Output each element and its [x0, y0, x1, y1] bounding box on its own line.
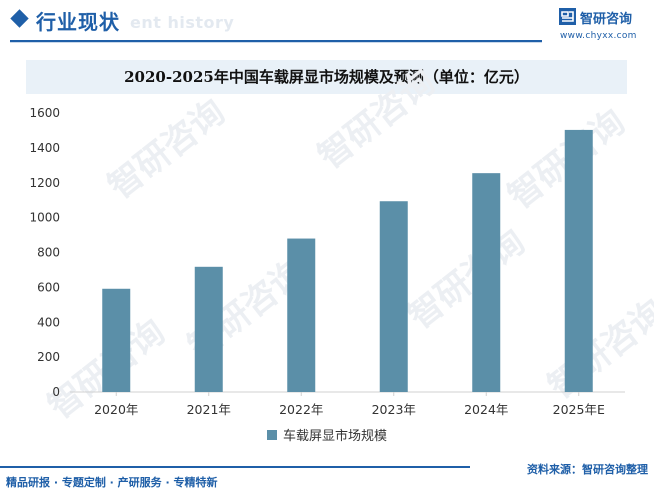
- y-tick-label: 1200: [29, 176, 60, 190]
- header: 行业现状 ent history 智研咨询 www.chyxx.com: [0, 0, 654, 50]
- x-tick-label: 2023年: [372, 402, 416, 417]
- header-divider: [10, 40, 542, 42]
- y-tick-label: 200: [37, 350, 60, 364]
- y-tick-label: 1400: [29, 141, 60, 155]
- logo-url[interactable]: www.chyxx.com: [560, 31, 637, 41]
- x-tick-label: 2024年: [464, 402, 508, 417]
- y-tick-label: 1000: [29, 211, 60, 225]
- bar: [564, 129, 593, 392]
- bar: [287, 238, 316, 392]
- logo-icon: [559, 8, 576, 25]
- chart-title-bar: 2020-2025年中国车载屏显市场规模及预测（单位：亿元）: [26, 60, 627, 94]
- legend-label: 车载屏显市场规模: [283, 428, 387, 444]
- logo-name: 智研咨询: [580, 12, 633, 27]
- chart-title: 2020-2025年中国车载屏显市场规模及预测（单位：亿元）: [124, 68, 529, 86]
- bar: [102, 288, 131, 392]
- x-tick-label: 2025年E: [553, 402, 605, 417]
- header-divider-light: [10, 42, 542, 43]
- y-tick-label: 0: [52, 385, 60, 399]
- y-tick-label: 1600: [29, 106, 60, 120]
- x-tick-label: 2022年: [279, 402, 323, 417]
- y-tick-label: 600: [37, 280, 60, 294]
- y-tick-label: 800: [37, 246, 60, 260]
- bar: [472, 173, 501, 392]
- bar: [379, 201, 408, 392]
- header-watermark-text: ent history: [130, 13, 235, 32]
- x-tick-label: 2020年: [94, 402, 138, 417]
- y-tick-label: 400: [37, 315, 60, 329]
- footer-services: 精品研报 · 专题定制 · 产研服务 · 专精特新: [6, 476, 218, 489]
- legend-swatch: [267, 430, 277, 440]
- x-tick-label: 2021年: [187, 402, 231, 417]
- footer-divider: [0, 466, 470, 468]
- bar: [194, 266, 223, 392]
- section-title: 行业现状: [36, 10, 120, 34]
- footer-source: 资料来源：智研咨询整理: [527, 463, 648, 476]
